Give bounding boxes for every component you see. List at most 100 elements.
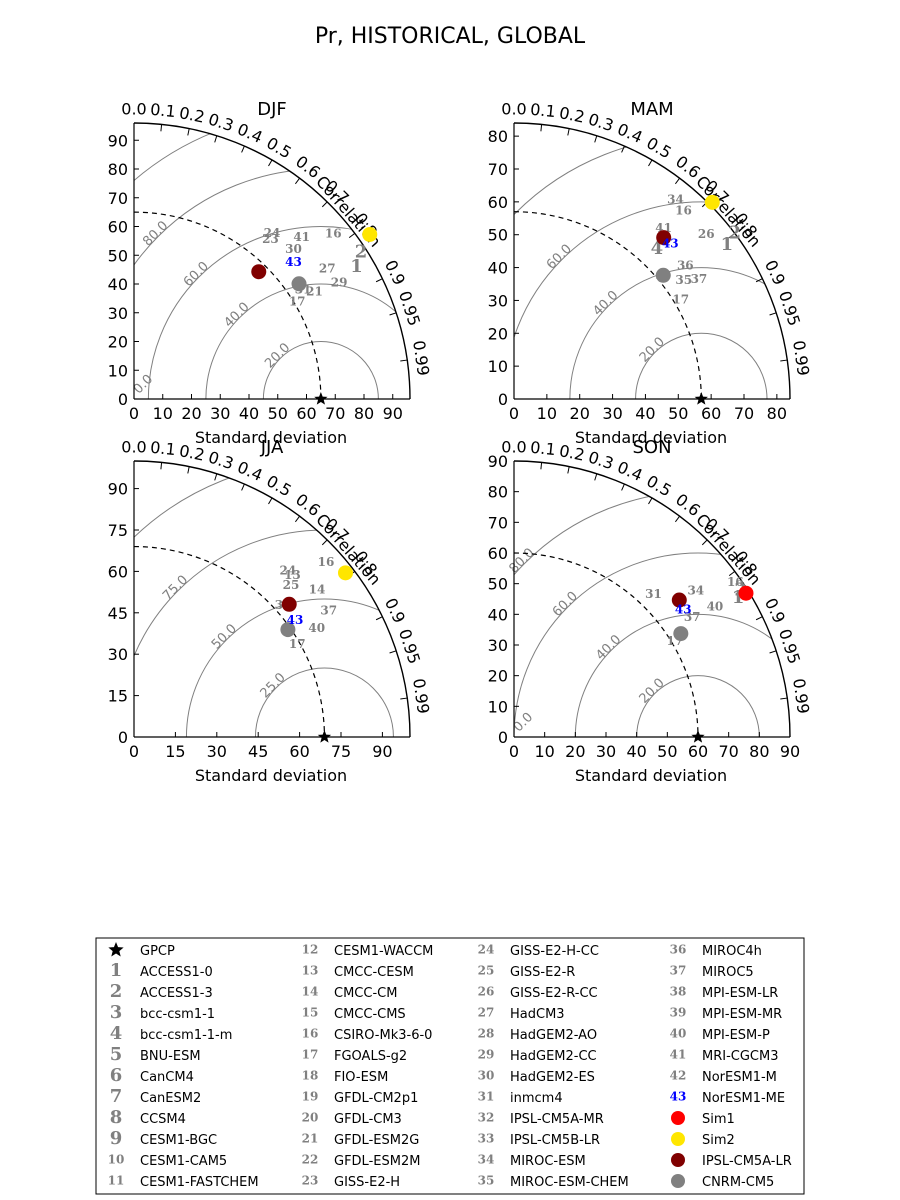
y-tick-label: 60 [108,562,128,581]
legend-label: GFDL-ESM2G [334,1133,419,1148]
model-label: 34 [667,192,684,206]
corr-tick [321,201,328,208]
rms-label: 60.0 [544,242,575,273]
corr-tick [648,497,653,505]
x-tick-label: 15 [165,742,185,761]
legend-item: 5 BNU-ESM [110,1044,201,1065]
outer-arc [513,460,791,738]
corr-tick [375,278,383,283]
legend-number: 8 [110,1107,123,1128]
legend-number: 27 [478,1006,495,1020]
legend-label: CESM1-CAM5 [140,1154,227,1169]
rms-label: 80.0 [507,546,538,577]
rms-contour [262,341,379,399]
legend-label: MIROC-ESM-CHEM [510,1175,629,1190]
legend-number: 39 [670,1006,687,1020]
model-label: 17 [289,637,306,651]
legend-number: 17 [302,1048,319,1062]
corr-tick-label: 0.2 [558,441,587,465]
x-tick-label: 0 [129,742,139,761]
x-tick-label: 60 [688,742,708,761]
y-tick-label: 10 [488,697,508,716]
model-label: 37 [320,604,337,618]
corr-tick-label: 0.3 [586,447,616,473]
std-axis-label: Standard deviation [575,766,727,785]
corr-tick [728,232,736,239]
y-tick-label: 70 [108,189,128,208]
legend-item: 22 GFDL-ESM2M [302,1153,421,1170]
x-tick-label: 70 [718,742,738,761]
legend-label: inmcm4 [510,1091,563,1106]
corr-tick [621,145,625,153]
legend-label: MPI-ESM-MR [702,1007,782,1022]
corr-tick [780,359,788,362]
legend-number: 42 [670,1069,687,1083]
legend-number: 21 [302,1132,319,1146]
rms-contour [185,598,410,737]
corr-tick [160,124,163,132]
reference-std-arc [513,211,702,400]
rms-label: 60.0 [550,589,581,620]
corr-tick-label: 0.2 [558,103,587,127]
legend-label: CCSM4 [140,1112,186,1127]
model-label: 24 [264,226,281,240]
y-tick-label: 10 [488,357,508,376]
corr-tick [389,650,397,654]
legend-label: GISS-E2-H-CC [510,944,599,959]
rms-contour [147,226,410,399]
y-tick-label: 50 [488,226,508,245]
legend-item: 14 CMCC-CM [302,985,398,1002]
legend-item: IPSL-CM5A-LR [671,1153,792,1169]
legend-item: 1 ACCESS1-0 [110,960,213,981]
reference-star [314,392,328,405]
x-tick-label: 30 [602,404,622,423]
legend-item: 27 HadCM3 [478,1006,565,1023]
rms-label: 20.0 [637,335,668,366]
marker-cnrm-cm5 [673,626,689,642]
corr-tick-label: 0.99 [409,677,433,715]
legend-label: MRI-CGCM3 [702,1049,779,1064]
legend: GPCP 1 ACCESS1-0 2 ACCESS1-3 3 bcc-csm1-1 4 bcc-… [95,937,805,1195]
reference-std-arc [133,545,326,738]
rms-label: 50.0 [209,621,240,652]
y-tick-label: 80 [488,127,508,146]
corr-tick [567,466,570,474]
legend-number: 15 [302,1006,319,1020]
model-label: 27 [319,262,336,276]
legend-item: 38 MPI-ESM-LR [670,985,779,1002]
legend-label: CSIRO-Mk3-6-0 [334,1028,432,1043]
legend-label: IPSL-CM5A-LR [702,1154,792,1169]
legend-label: CMCC-CESM [334,965,414,980]
legend-marker [671,1153,685,1167]
legend-label: NorESM1-M [702,1070,777,1085]
corr-tick [348,232,356,239]
legend-number: 40 [670,1027,687,1041]
model-label: 13 [284,568,301,582]
y-tick-label: 30 [108,645,128,664]
legend-number: 7 [110,1086,123,1107]
model-label: 1 [721,234,734,255]
rms-label: 0.0 [131,372,156,397]
rms-label: 40.0 [222,300,253,331]
y-tick-label: 30 [108,304,128,323]
model-label: 35 [675,273,692,287]
x-tick-label: 80 [767,404,787,423]
legend-item: 25 GISS-E2-R [478,964,576,981]
legend-item: 18 FIO-ESM [302,1069,389,1086]
model-label-43: 43 [287,613,304,627]
legend-number: 4 [110,1023,123,1044]
corr-tick [241,145,245,153]
y-tick-label: 30 [488,291,508,310]
panel-djf: 0.020.040.060.080.0001010202030304040505… [108,99,433,447]
rms-contour [636,675,760,737]
corr-tick [294,515,301,523]
legend-label: ACCESS1-0 [140,965,213,980]
corr-tick [769,650,777,654]
corr-tick [675,515,680,523]
x-tick-label: 30 [207,742,227,761]
model-label-43: 43 [662,236,679,250]
legend-item: GPCP [108,942,175,959]
y-tick-label: 70 [488,513,508,532]
y-tick-label: 60 [108,218,128,237]
model-label: 16 [675,204,692,218]
